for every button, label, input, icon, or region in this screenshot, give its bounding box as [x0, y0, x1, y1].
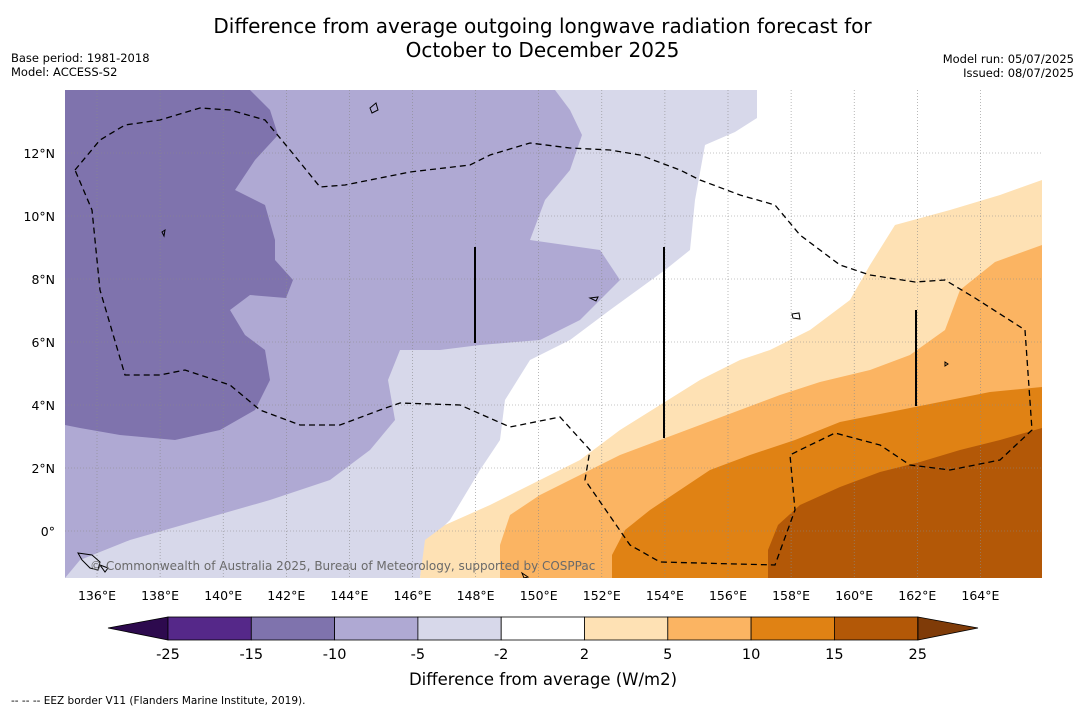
colorbar-cell: [834, 616, 919, 641]
title-line-1: Difference from average outgoing longwav…: [213, 14, 872, 38]
x-tick-label: 144°E: [330, 588, 368, 603]
y-tick-label: 2°N: [31, 461, 55, 476]
colorbar-min-arrow: [107, 616, 169, 641]
title-line-2: October to December 2025: [405, 38, 680, 62]
colorbar-cell: [667, 616, 752, 641]
x-tick-label: 142°E: [267, 588, 305, 603]
y-tick-label: 8°N: [31, 272, 55, 287]
marker-lines: [474, 247, 917, 438]
colorbar: -25 -15 -10 -5 -2 2 5 10 15 25 Difference from av…: [107, 616, 979, 689]
colorbar-max-arrow: [917, 616, 979, 641]
colorbar-cell: [750, 616, 835, 641]
colorbar-cell: [417, 616, 502, 641]
x-tick-label: 150°E: [520, 588, 558, 603]
eez-border-west: [74, 107, 1033, 566]
colorbar-tick-label: 10: [742, 647, 760, 663]
issued-date: Issued: 08/07/2025: [963, 66, 1074, 80]
meta-right: Model run: 05/07/2025 Issued: 08/07/2025: [943, 52, 1074, 80]
footer-legend: -- -- -- EEZ border V11 (Flanders Marine…: [11, 695, 306, 707]
y-tick-label: 12°N: [23, 146, 55, 161]
map-gridlines: [65, 90, 1042, 578]
colorbar-tick-label: -25: [156, 647, 180, 663]
colorbar-tick-label: 5: [663, 647, 672, 663]
colorbar-tick-label: 25: [908, 647, 926, 663]
colorbar-cell: [250, 616, 336, 641]
base-period: Base period: 1981-2018: [11, 51, 150, 65]
x-tick-label: 138°E: [141, 588, 179, 603]
colorbar-tick-label: -10: [323, 647, 347, 663]
map-title: Difference from average outgoing longwav…: [0, 14, 1085, 62]
colorbar-tick-label: -2: [494, 647, 508, 663]
x-tick-label: 158°E: [772, 588, 810, 603]
y-tick-label: 6°N: [31, 335, 55, 350]
colorbar-cell: [500, 616, 585, 641]
x-tick-label: 146°E: [393, 588, 431, 603]
y-axis-labels: 12°N 10°N 8°N 6°N 4°N 2°N 0°: [23, 146, 55, 539]
y-tick-label: 4°N: [31, 398, 55, 413]
colorbar-cell: [334, 616, 419, 641]
map-panel: © Commonwealth of Australia 2025, Bureau…: [65, 90, 1042, 578]
colorbar-cell: [167, 616, 252, 641]
colorbar-tick-label: -15: [239, 647, 263, 663]
x-tick-label: 148°E: [457, 588, 495, 603]
model-name: Model: ACCESS-S2: [11, 65, 118, 79]
x-tick-label: 156°E: [709, 588, 747, 603]
model-run: Model run: 05/07/2025: [942, 52, 1074, 66]
y-tick-label: 0°: [41, 524, 55, 539]
y-tick-label: 10°N: [23, 209, 55, 224]
contour-band-minus-15: [65, 90, 293, 440]
islands: [77, 102, 949, 578]
x-tick-label: 164°E: [961, 588, 999, 603]
colorbar-tick-label: -5: [411, 647, 425, 663]
x-axis-labels: 136°E 138°E 140°E 142°E 144°E 146°E 148°E 150°E…: [78, 588, 1000, 603]
x-tick-label: 154°E: [646, 588, 684, 603]
colorbar-label: Difference from average (W/m2): [409, 670, 677, 689]
x-tick-label: 160°E: [835, 588, 873, 603]
colorbar-cell: [584, 616, 669, 641]
x-tick-label: 136°E: [78, 588, 116, 603]
colorbar-tick-label: 2: [580, 647, 589, 663]
meta-left: Base period: 1981-2018 Model: ACCESS-S2: [11, 51, 150, 79]
copyright-text: © Commonwealth of Australia 2025, Bureau…: [90, 559, 595, 573]
x-tick-label: 140°E: [204, 588, 242, 603]
x-tick-label: 152°E: [583, 588, 621, 603]
colorbar-tick-label: 15: [825, 647, 843, 663]
x-tick-label: 162°E: [898, 588, 936, 603]
